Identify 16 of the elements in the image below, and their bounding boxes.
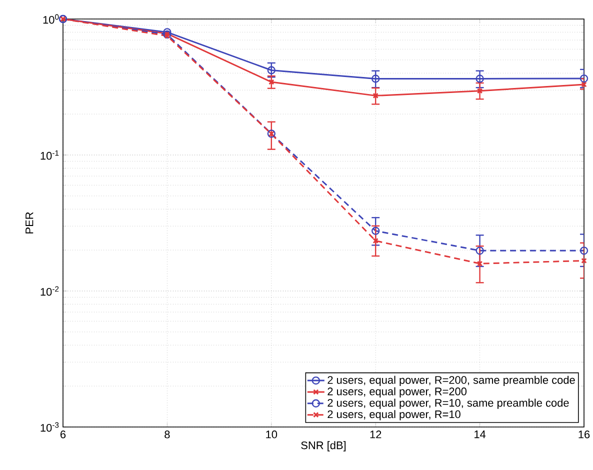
x-tick-label: 10 <box>266 430 278 438</box>
x-tick-label: 12 <box>370 430 382 438</box>
y-tick-label: 10$^{0}$ <box>43 14 59 24</box>
x-tick-label: 14 <box>474 430 486 438</box>
y-tick-label: 10$^{-1}$ <box>40 150 59 160</box>
y-axis-title: PER <box>26 212 34 234</box>
legend-label: 2 users, equal power, R=200 <box>328 387 467 398</box>
legend-label: 2 users, equal power, R=10 <box>328 410 460 420</box>
x-tick-label: 8 <box>164 430 170 438</box>
y-tick-label: 10$^{-2}$ <box>40 286 59 296</box>
x-tick-label: 16 <box>578 430 590 438</box>
y-tick-label: 10$^{-3}$ <box>40 422 59 432</box>
x-tick-label: 6 <box>60 430 66 438</box>
x-axis-title: SNR [dB] <box>301 441 346 452</box>
legend-label: 2 users, equal power, R=10, same preamble code <box>328 398 569 409</box>
legend-label: 2 users, equal power, R=200, same preamble code <box>328 376 575 386</box>
